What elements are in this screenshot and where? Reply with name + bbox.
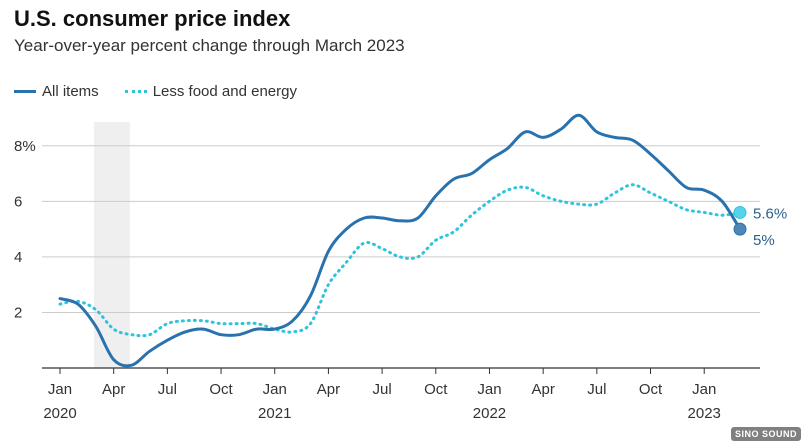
chart-subtitle: Year-over-year percent change through Ma… (14, 36, 405, 55)
x-tick-year-label: 2023 (688, 405, 721, 422)
x-tick-label: Oct (209, 381, 233, 398)
x-tick-label: Jul (158, 381, 177, 398)
chart-title: U.S. consumer price index (14, 6, 291, 31)
x-tick-label: Jan (477, 381, 501, 398)
x-tick-label: Jan (48, 381, 72, 398)
x-tick-year-label: 2020 (43, 405, 76, 422)
end-label-all-items: 5% (753, 232, 775, 249)
legend-label-all-items: All items (42, 83, 99, 100)
end-marker-less-food-energy (733, 205, 747, 219)
series-line-all-items (58, 113, 742, 368)
legend: All items Less food and energy (14, 83, 323, 100)
x-tick-label: Apr (531, 381, 554, 398)
x-tick-year-label: 2021 (258, 405, 291, 422)
series-line-less-food-energy (58, 183, 742, 338)
x-tick-label: Apr (102, 381, 125, 398)
y-tick-label: 4 (14, 249, 22, 266)
legend-item-core: Less food and energy (124, 83, 297, 100)
end-marker-all-items (733, 222, 747, 236)
x-tick-year-label: 2022 (473, 405, 506, 422)
x-tick-label: Oct (639, 381, 663, 398)
end-label-less-food-energy: 5.6% (753, 205, 787, 222)
legend-item-all-items: All items (14, 83, 99, 100)
legend-swatch-dotted (124, 90, 147, 93)
y-tick-label: 2 (14, 304, 22, 321)
y-tick-label: 6 (14, 193, 22, 210)
legend-swatch-solid (14, 90, 36, 93)
x-tick-label: Apr (317, 381, 340, 398)
x-tick-label: Jul (587, 381, 606, 398)
y-tick-label: 8% (14, 138, 36, 155)
legend-label-core: Less food and energy (152, 83, 297, 100)
x-tick-label: Jan (692, 381, 716, 398)
watermark: SINO SOUND (730, 427, 801, 441)
x-tick-label: Jul (373, 381, 392, 398)
x-tick-label: Jan (263, 381, 287, 398)
x-tick-label: Oct (424, 381, 448, 398)
